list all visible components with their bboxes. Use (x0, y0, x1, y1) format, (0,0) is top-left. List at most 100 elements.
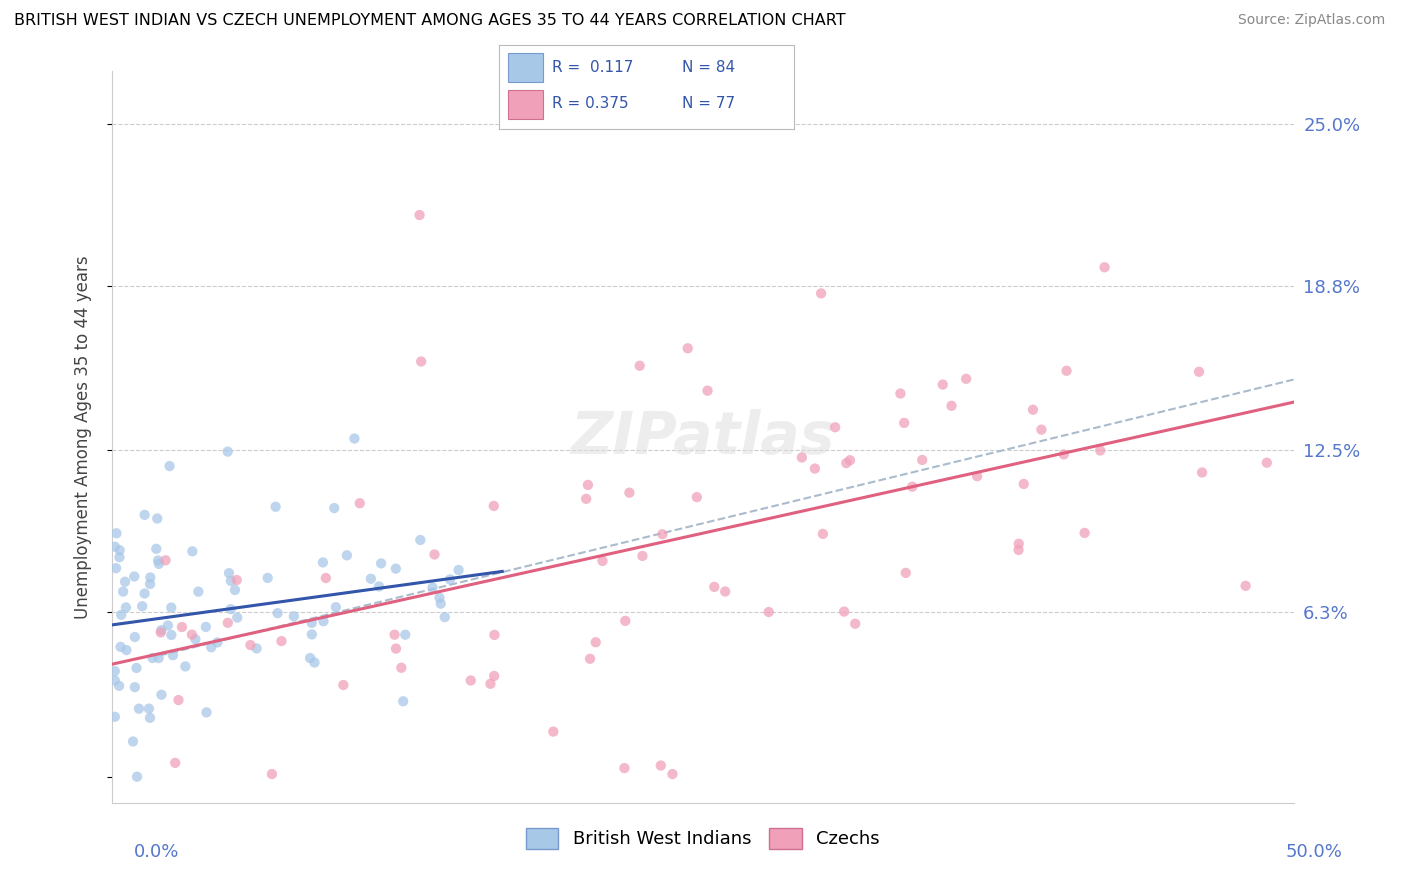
Point (360, 572, 382, 586)
Point (628, 359, 651, 373)
Point (804, 461, 827, 475)
Point (650, 758, 672, 772)
Point (104, 710, 127, 724)
Point (131, 599, 153, 614)
Point (894, 566, 917, 580)
Point (323, 501, 346, 516)
Point (167, 693, 190, 707)
Point (283, 609, 305, 624)
Point (389, 661, 412, 675)
Point (304, 656, 326, 670)
Point (901, 480, 924, 494)
Point (264, 500, 287, 514)
Text: N = 77: N = 77 (682, 96, 735, 112)
Point (110, 640, 132, 654)
Point (114, 574, 136, 589)
Point (149, 625, 172, 640)
Point (124, 680, 146, 694)
Point (661, 767, 683, 781)
Point (146, 511, 169, 525)
Point (932, 377, 955, 392)
Point (138, 701, 160, 715)
Point (613, 761, 636, 775)
Y-axis label: Unemployment Among Ages 35 to 44 years: Unemployment Among Ages 35 to 44 years (73, 255, 91, 619)
Point (482, 499, 505, 513)
Point (1234, 579, 1257, 593)
Point (439, 573, 461, 587)
Point (146, 553, 169, 567)
Point (1022, 402, 1045, 417)
Point (104, 673, 127, 688)
Point (150, 623, 173, 637)
Point (1090, 443, 1112, 458)
Point (150, 688, 173, 702)
Point (790, 450, 813, 465)
Point (332, 678, 354, 692)
Point (651, 527, 673, 541)
Point (479, 677, 502, 691)
Point (585, 635, 607, 649)
Point (301, 627, 323, 641)
Point (703, 580, 725, 594)
Point (893, 416, 915, 430)
Point (256, 571, 278, 585)
Point (110, 607, 132, 622)
Point (225, 573, 247, 587)
Point (239, 638, 262, 652)
Point (122, 569, 145, 583)
Point (125, 661, 148, 675)
Point (195, 706, 218, 720)
Point (155, 553, 177, 567)
Point (844, 616, 866, 631)
Point (1012, 477, 1035, 491)
Point (180, 627, 202, 641)
Point (139, 577, 162, 591)
Point (312, 556, 335, 570)
Point (543, 724, 565, 739)
Point (1073, 525, 1095, 540)
Point (343, 432, 366, 446)
Legend: British West Indians, Czechs: British West Indians, Czechs (519, 821, 887, 856)
Point (1053, 447, 1076, 461)
Point (408, 208, 430, 222)
Point (141, 651, 163, 665)
Point (104, 540, 127, 554)
Point (217, 615, 239, 630)
Point (315, 571, 337, 585)
Point (170, 620, 193, 634)
Point (219, 574, 242, 588)
Point (312, 614, 335, 628)
Point (200, 640, 222, 655)
Point (955, 372, 977, 386)
Point (614, 614, 637, 628)
Point (696, 384, 718, 398)
Point (714, 584, 737, 599)
Point (619, 485, 641, 500)
Point (579, 652, 602, 666)
Point (575, 491, 598, 506)
Point (122, 734, 145, 748)
Point (165, 756, 187, 770)
Point (889, 386, 911, 401)
Point (1031, 423, 1053, 437)
Point (429, 591, 451, 605)
Point (433, 610, 456, 624)
Point (824, 420, 846, 434)
Point (482, 669, 505, 683)
Text: R = 0.375: R = 0.375 (553, 96, 628, 112)
Text: R =  0.117: R = 0.117 (553, 60, 634, 75)
Point (941, 399, 963, 413)
Point (1188, 365, 1211, 379)
Point (266, 606, 288, 620)
Point (392, 694, 415, 708)
Point (134, 586, 156, 600)
Bar (508, 90, 543, 120)
Text: 0.0%: 0.0% (134, 843, 179, 861)
Point (139, 711, 162, 725)
Point (409, 533, 432, 547)
Bar (508, 54, 543, 82)
Point (125, 770, 148, 784)
Point (370, 557, 392, 571)
Point (839, 453, 862, 467)
Point (429, 597, 451, 611)
